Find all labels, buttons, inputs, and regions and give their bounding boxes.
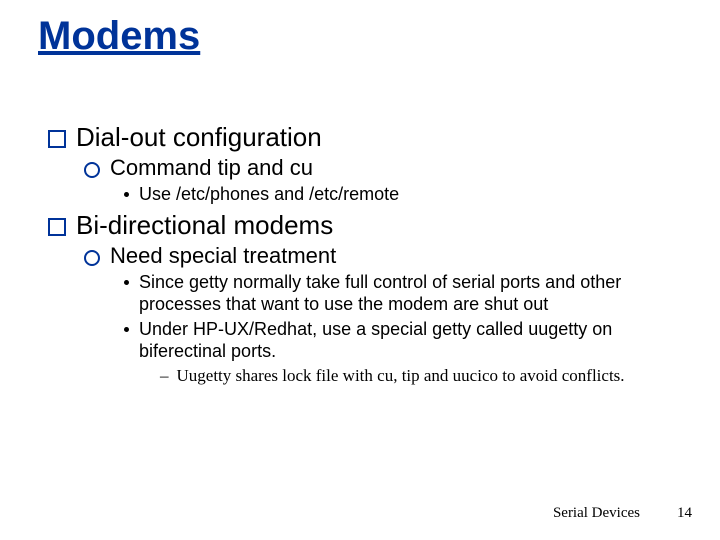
section1-sub1-detail: Use /etc/phones and /etc/remote: [139, 183, 399, 206]
section1-sub1: Command tip and cu: [110, 155, 313, 181]
section2-heading: Bi-directional modems: [76, 210, 333, 241]
slide-body: Dial-out configuration Command tip and c…: [48, 118, 678, 386]
bullet-level4: – Uugetty shares lock file with cu, tip …: [160, 365, 678, 386]
page-number: 14: [677, 505, 692, 522]
slide-title: Modems: [38, 14, 200, 59]
section2-detail2: Under HP-UX/Redhat, use a special getty …: [139, 318, 678, 363]
bullet-level3: Use /etc/phones and /etc/remote: [124, 183, 678, 206]
section2-subdetail: Uugetty shares lock file with cu, tip an…: [177, 365, 625, 386]
footer-label: Serial Devices: [553, 505, 640, 522]
bullet-level3: Since getty normally take full control o…: [124, 271, 678, 316]
bullet-level2: Need special treatment: [84, 243, 678, 269]
dot-bullet-icon: [124, 192, 129, 197]
bullet-level2: Command tip and cu: [84, 155, 678, 181]
bullet-level3: Under HP-UX/Redhat, use a special getty …: [124, 318, 678, 363]
circle-bullet-icon: [84, 162, 100, 178]
circle-bullet-icon: [84, 250, 100, 266]
section1-heading: Dial-out configuration: [76, 122, 322, 153]
dot-bullet-icon: [124, 280, 129, 285]
section2-detail1: Since getty normally take full control o…: [139, 271, 678, 316]
section2-sub1: Need special treatment: [110, 243, 336, 269]
dash-bullet-icon: –: [160, 365, 169, 386]
dot-bullet-icon: [124, 327, 129, 332]
bullet-level1: Bi-directional modems: [48, 210, 678, 241]
square-bullet-icon: [48, 130, 66, 148]
slide: Modems Dial-out configuration Command ti…: [0, 0, 720, 540]
bullet-level1: Dial-out configuration: [48, 122, 678, 153]
square-bullet-icon: [48, 218, 66, 236]
